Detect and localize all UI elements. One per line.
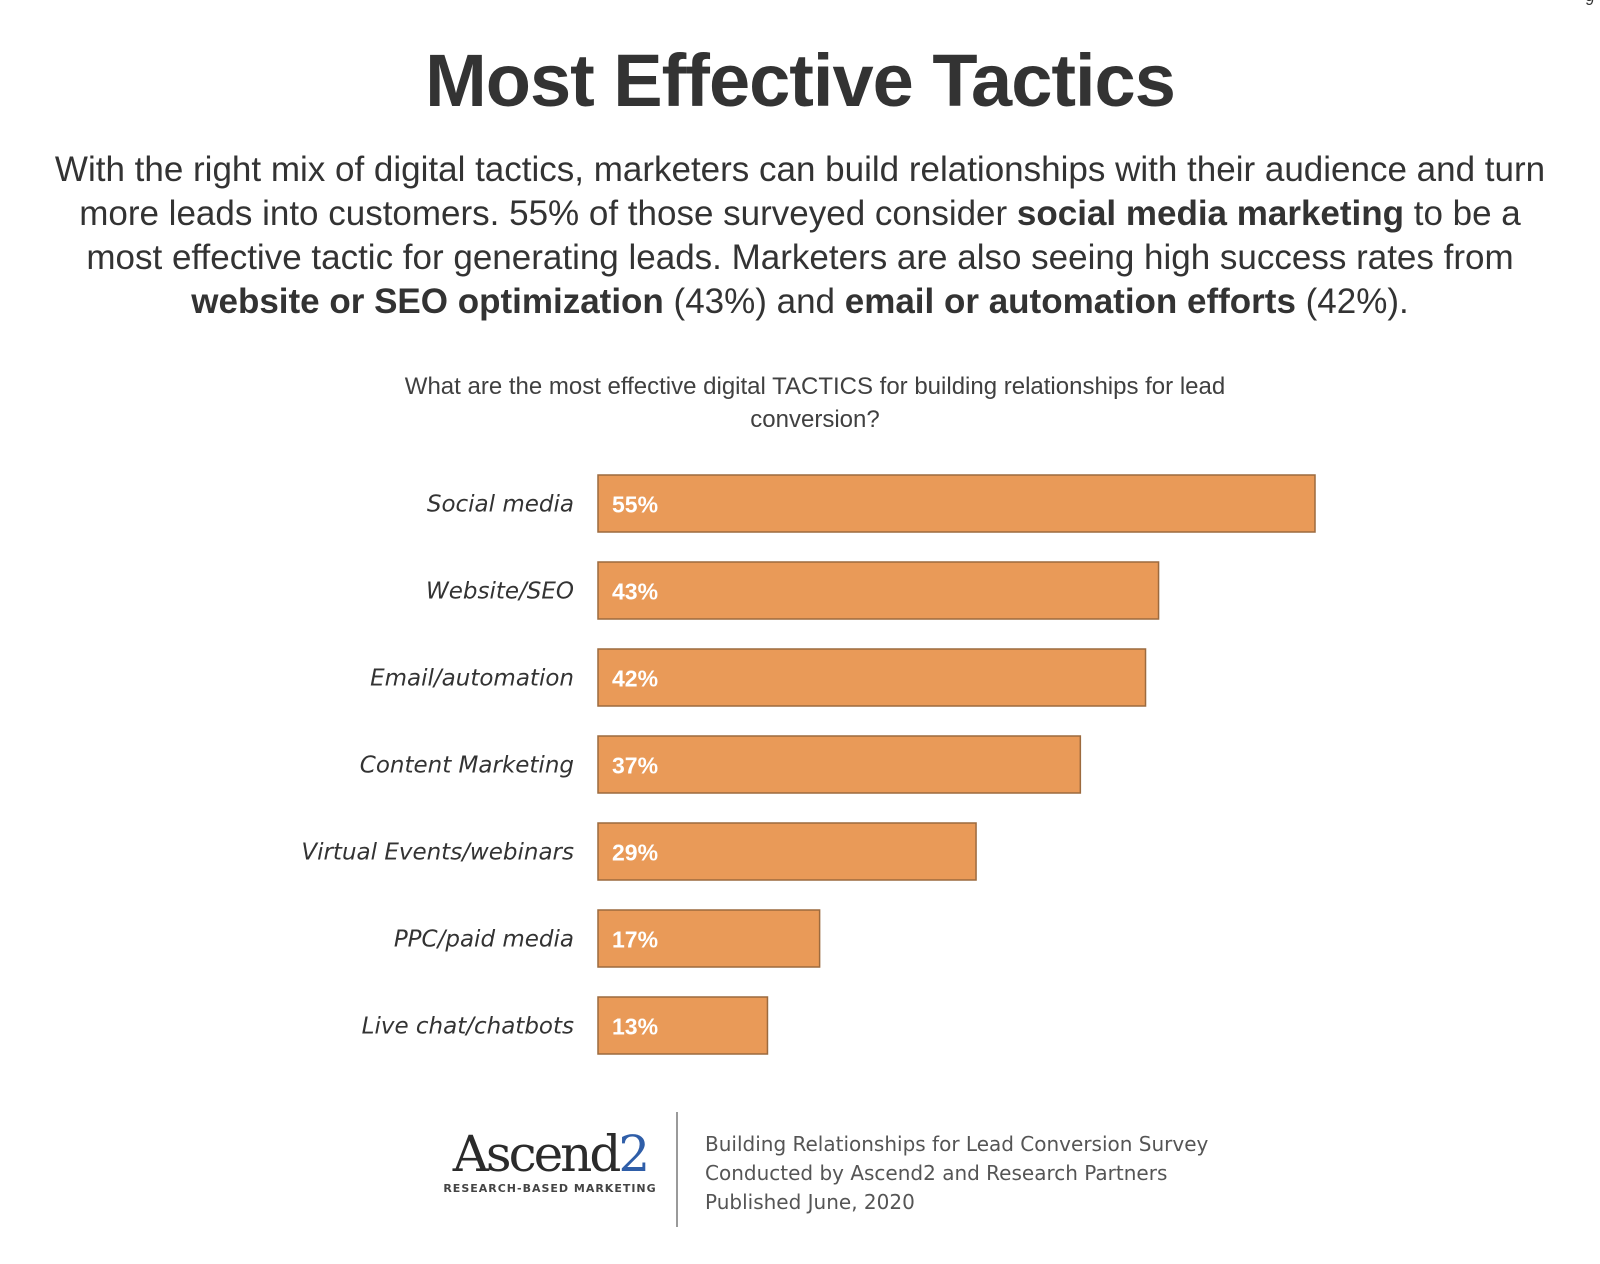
intro-text-4: (42%).	[1295, 282, 1409, 321]
bar-6	[597, 996, 769, 1055]
source-note: Building Relationships for Lead Conversi…	[705, 1130, 1225, 1217]
category-label-0: Social media	[427, 492, 574, 518]
value-label-4: 29%	[612, 840, 658, 866]
bar-0	[597, 474, 1316, 533]
source-line-survey: Building Relationships for Lead Conversi…	[705, 1132, 1209, 1156]
chart-title: What are the most effective digital TACT…	[404, 373, 1226, 433]
value-label-5: 17%	[612, 927, 658, 953]
value-label-2: 42%	[612, 666, 658, 692]
intro-text-3: (43%) and	[663, 282, 845, 321]
logo-wordmark: Ascend2	[440, 1128, 660, 1180]
bar-1	[597, 561, 1160, 620]
logo-name: Ascend	[452, 1125, 622, 1183]
bar-4	[597, 822, 977, 881]
value-label-0: 55%	[612, 492, 658, 518]
logo-digit: 2	[618, 1125, 650, 1183]
bar-5	[597, 909, 821, 968]
category-label-3: Content Marketing	[360, 753, 574, 779]
category-label-5: PPC/paid media	[394, 927, 574, 953]
page-title: Most Effective Tactics	[425, 39, 1176, 122]
page-number: 9	[1585, 0, 1594, 9]
intro-text-2: to be a most effective tactic for genera…	[86, 194, 1521, 277]
ascend2-logo: Ascend2 RESEARCH-BASED MARKETING	[440, 1128, 660, 1195]
footer-divider	[676, 1112, 678, 1227]
value-label-6: 13%	[612, 1014, 658, 1040]
intro-highlight-social-media: social media marketing	[1016, 194, 1405, 233]
intro-highlight-seo: website or SEO optimization	[191, 282, 664, 321]
value-label-1: 43%	[612, 579, 658, 605]
category-label-2: Email/automation	[370, 666, 574, 692]
category-label-1: Website/SEO	[426, 579, 574, 605]
category-label-6: Live chat/chatbots	[362, 1014, 574, 1040]
intro-text-1: With the right mix of digital tactics, m…	[54, 150, 1546, 233]
intro-paragraph: With the right mix of digital tactics, m…	[40, 148, 1560, 324]
source-line-published: Published June, 2020	[705, 1190, 915, 1214]
value-label-3: 37%	[612, 753, 658, 779]
bar-2	[597, 648, 1147, 707]
bar-3	[597, 735, 1082, 794]
logo-tagline: RESEARCH-BASED MARKETING	[443, 1182, 657, 1195]
source-line-conducted: Conducted by Ascend2 and Research Partne…	[705, 1161, 1168, 1185]
category-label-4: Virtual Events/webinars	[301, 840, 574, 866]
intro-highlight-email: email or automation efforts	[844, 282, 1296, 321]
